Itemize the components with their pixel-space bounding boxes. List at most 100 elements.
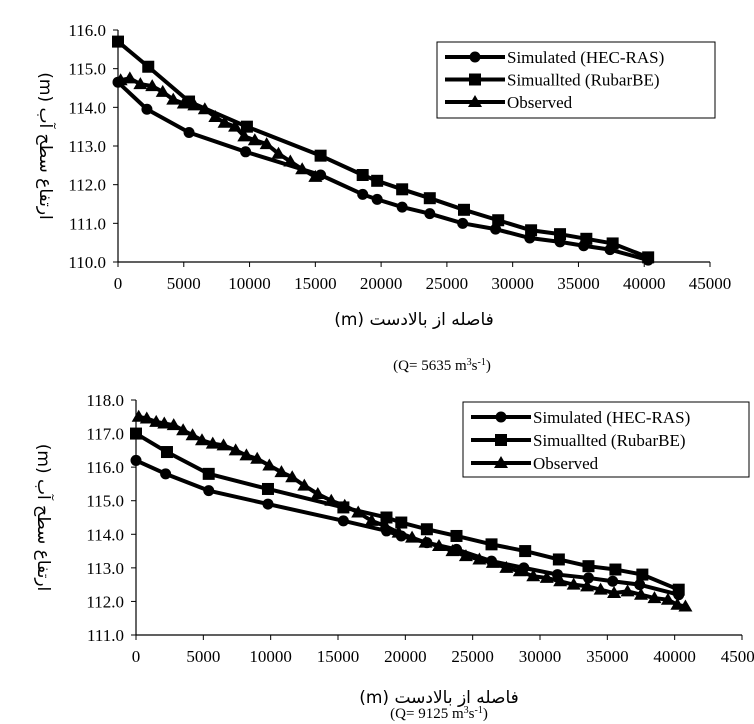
data-point [228, 119, 243, 132]
y-tick-label: 116.0 [86, 458, 124, 477]
x-tick-label: 40000 [623, 274, 666, 293]
data-point [337, 498, 352, 511]
data-point [525, 224, 538, 237]
series-line [116, 80, 649, 262]
data-point [197, 102, 212, 115]
data-point [130, 427, 142, 440]
x-tick-label: 30000 [491, 274, 534, 293]
legend-label: Observed [507, 93, 573, 112]
data-point [194, 433, 209, 446]
legend-swatch-marker [469, 73, 481, 86]
data-point [499, 560, 514, 573]
data-point [458, 549, 473, 562]
y-tick-label: 113.0 [86, 559, 124, 578]
data-point [607, 586, 622, 599]
data-point [310, 487, 325, 499]
data-point [295, 162, 310, 175]
series-3 [131, 409, 693, 612]
data-point [259, 137, 274, 150]
chart-1: 110.0 111.0 112.0 113.0 114.0 115.0 116.0 0 5000… [35, 21, 731, 374]
legend-item: Simuallted (RubarBE) [445, 71, 660, 90]
chart-2: 111.0 112.0 113.0 114.0 115.0 116.0 117.0 118.0… [33, 391, 754, 722]
data-point [351, 505, 366, 518]
y-tick-label: 113.0 [68, 137, 106, 156]
x-tick-label: 30000 [519, 647, 562, 666]
data-point [490, 223, 502, 235]
data-point [185, 428, 200, 441]
series-3 [113, 71, 323, 182]
data-point [519, 545, 532, 558]
data-point [130, 454, 142, 466]
y-tick-label: 118.0 [86, 391, 124, 410]
data-point [247, 133, 262, 146]
data-point [240, 120, 253, 133]
data-point [324, 493, 339, 506]
legend-item: Simuallted (RubarBE) [471, 431, 686, 450]
legend-swatch-marker [494, 456, 508, 468]
data-point [609, 563, 622, 576]
data-point [593, 582, 608, 595]
data-point [580, 579, 595, 592]
legend: Simulated (HEC-RAS) Simuallted (RubarBE) O… [436, 41, 716, 119]
data-point [660, 592, 675, 605]
legend-item: Observed [471, 454, 599, 473]
data-point [423, 192, 436, 205]
legend-label: Observed [533, 454, 599, 473]
data-point [678, 599, 693, 612]
legend-label: Simulated (HEC-RAS) [507, 48, 664, 67]
data-point [262, 498, 274, 510]
series-2 [112, 35, 655, 264]
legend-swatch-marker [469, 51, 481, 63]
x-tick-label: 0 [132, 647, 141, 666]
data-point [122, 71, 137, 84]
data-point [512, 564, 527, 577]
series-line [134, 431, 680, 592]
series-line [135, 458, 680, 597]
data-point [142, 60, 155, 73]
x-tick-label: 20000 [384, 647, 427, 666]
data-point [271, 146, 286, 159]
legend-swatch-marker [468, 95, 482, 107]
data-point [131, 409, 146, 422]
y-tick-label: 116.0 [68, 21, 106, 40]
x-tick-label: 35000 [557, 274, 600, 293]
data-point [371, 174, 384, 187]
y-tick-label: 111.0 [87, 626, 124, 645]
data-point [364, 513, 379, 526]
data-point [308, 169, 323, 182]
x-tick-label: 15000 [294, 274, 337, 293]
data-point [274, 465, 289, 478]
series-2 [130, 427, 685, 596]
data-point [391, 525, 406, 538]
data-point [380, 511, 393, 524]
data-point [418, 535, 433, 548]
data-point [250, 451, 265, 464]
legend-label: Simulated (HEC-RAS) [533, 408, 690, 427]
data-point [149, 414, 164, 427]
data-point [155, 84, 170, 97]
y-tick-label: 112.0 [86, 592, 124, 611]
data-point [620, 584, 635, 597]
data-point [240, 146, 252, 158]
caption: (Q= 5635 m3s-1) [393, 357, 491, 375]
data-point [457, 217, 469, 229]
data-point [607, 575, 619, 587]
data-point [580, 232, 593, 245]
data-point [395, 516, 408, 529]
x-tick-label: 45000 [689, 274, 732, 293]
data-point [176, 96, 191, 109]
data-point [166, 92, 181, 105]
y-axis-title: ارتفاع سطح آب (m) [35, 72, 57, 220]
data-point [228, 443, 243, 456]
data-point [337, 515, 349, 527]
data-point [314, 149, 327, 162]
data-point [160, 468, 172, 480]
legend: Simulated (HEC-RAS) Simuallted (RubarBE) O… [462, 401, 750, 478]
y-axis-title: ارتفاع سطح آب (m) [33, 444, 55, 592]
data-point [203, 485, 215, 497]
data-point [239, 448, 254, 461]
data-point [485, 555, 500, 568]
data-point [157, 416, 172, 429]
data-point [237, 129, 252, 142]
